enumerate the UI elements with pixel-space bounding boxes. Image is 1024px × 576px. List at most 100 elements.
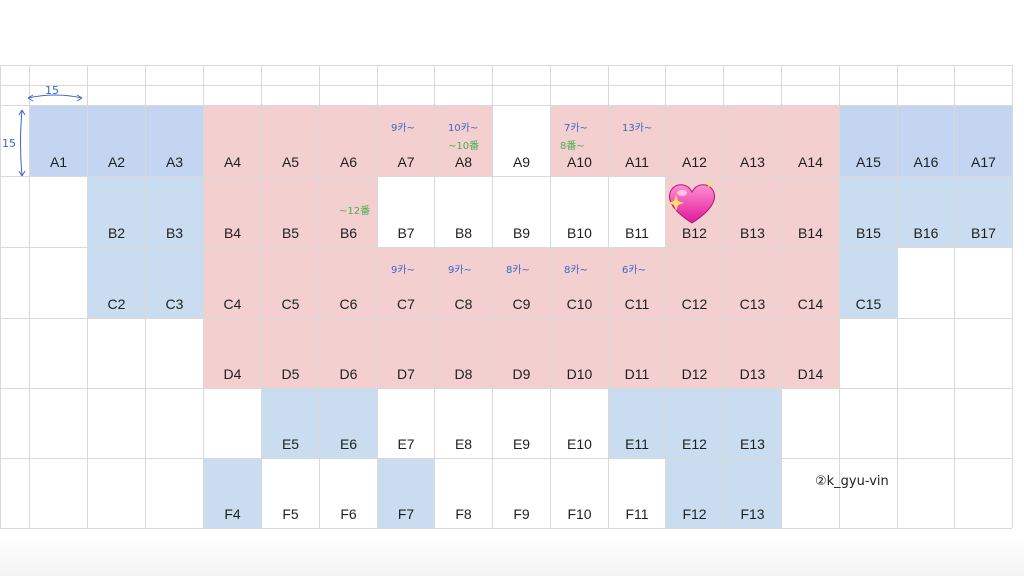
seat-label: B14	[798, 225, 823, 241]
seat-a14: A14	[782, 106, 839, 176]
seat-a17: A17	[955, 106, 1012, 176]
seat-b4: B4	[204, 177, 261, 247]
seat-label: C8	[454, 296, 473, 312]
seat-label: C14	[797, 296, 824, 312]
seat-label: D13	[739, 366, 766, 382]
empty-cell	[146, 319, 203, 388]
grid-hline	[0, 176, 1012, 177]
seat-label: B9	[512, 225, 531, 241]
seat-label: A7	[397, 154, 415, 170]
seat-b11: B11	[609, 177, 665, 247]
seat-d6: D6	[320, 319, 377, 388]
empty-cell	[146, 459, 203, 528]
note-5: 13카~	[622, 123, 653, 134]
seat-label: D4	[223, 366, 242, 382]
grid-vline	[839, 65, 840, 528]
seat-b15: B15	[840, 177, 897, 247]
seat-label: C4	[223, 296, 242, 312]
empty-cell	[840, 389, 897, 458]
seat-c3: C3	[146, 248, 203, 318]
seat-b8: B8	[435, 177, 492, 247]
note-3: 7카~	[564, 123, 588, 134]
seat-label: C10	[566, 296, 593, 312]
note-4: 8番~	[560, 141, 585, 152]
note-10: 8카~	[564, 265, 588, 276]
empty-cell	[30, 459, 87, 528]
empty-cell	[955, 248, 1012, 318]
grid-vline	[203, 65, 204, 528]
seat-label: A11	[625, 154, 649, 170]
seat-label: A9	[512, 154, 531, 170]
seat-label: E12	[682, 436, 707, 452]
empty-cell	[88, 319, 145, 388]
seat-a11: A11	[609, 106, 665, 176]
seat-c10: C10	[551, 248, 608, 318]
empty-cell	[840, 459, 897, 528]
seat-e8: E8	[435, 389, 492, 458]
seat-label: D8	[454, 366, 473, 382]
empty-cell	[30, 389, 87, 458]
sparkling-heart-icon	[668, 180, 715, 224]
empty-cell	[204, 389, 261, 458]
grid-vline	[550, 65, 551, 528]
grid-vline	[87, 65, 88, 528]
grid-hline	[0, 105, 1012, 106]
seat-label: F4	[224, 506, 241, 522]
seat-label: E6	[339, 436, 358, 452]
seat-label: C9	[512, 296, 531, 312]
seat-d11: D11	[609, 319, 665, 388]
seat-label: F11	[625, 506, 649, 522]
seat-a6: A6	[320, 106, 377, 176]
seat-label: C11	[624, 296, 650, 312]
seat-c5: C5	[262, 248, 319, 318]
grid-vline	[319, 65, 320, 528]
seat-label: B2	[107, 225, 126, 241]
grid-vline	[897, 65, 898, 528]
seat-d14: D14	[782, 319, 839, 388]
seat-b5: B5	[262, 177, 319, 247]
grid-hline	[0, 247, 1012, 248]
seat-a8: A8	[435, 106, 492, 176]
seat-b2: B2	[88, 177, 145, 247]
seat-label: D9	[512, 366, 531, 382]
seat-f7: F7	[378, 459, 434, 528]
seat-label: F13	[740, 506, 765, 522]
seat-label: A4	[223, 154, 242, 170]
seat-label: A15	[856, 154, 881, 170]
seat-b6: B6	[320, 177, 377, 247]
seat-label: A8	[454, 154, 473, 170]
seat-a9: A9	[493, 106, 550, 176]
seat-b3: B3	[146, 177, 203, 247]
seat-f10: F10	[551, 459, 608, 528]
seat-a10: A10	[551, 106, 608, 176]
empty-cell	[898, 459, 954, 528]
seat-label: A16	[913, 154, 939, 170]
seat-label: B4	[223, 225, 242, 241]
seat-label: A5	[281, 154, 300, 170]
seat-label: B15	[856, 225, 881, 241]
seat-label: D12	[681, 366, 708, 382]
seat-label: E9	[512, 436, 531, 452]
seat-e9: E9	[493, 389, 550, 458]
seat-f9: F9	[493, 459, 550, 528]
empty-cell	[88, 459, 145, 528]
seat-b16: B16	[898, 177, 954, 247]
empty-cell	[898, 319, 954, 388]
empty-cell	[782, 459, 839, 528]
seat-label: C15	[855, 296, 882, 312]
note-6: ~12番	[339, 206, 371, 217]
seat-f8: F8	[435, 459, 492, 528]
seat-e7: E7	[378, 389, 434, 458]
seat-f12: F12	[666, 459, 723, 528]
grid-vline	[145, 65, 146, 528]
grid-vline	[608, 65, 609, 528]
seat-f11: F11	[609, 459, 665, 528]
seat-d5: D5	[262, 319, 319, 388]
seat-a12: A12	[666, 106, 723, 176]
note-1: 10카~	[448, 123, 479, 134]
seat-label: F5	[282, 506, 299, 522]
seat-label: A1	[49, 154, 68, 170]
seat-label: C12	[681, 296, 708, 312]
seat-f6: F6	[320, 459, 377, 528]
seat-e5: E5	[262, 389, 319, 458]
